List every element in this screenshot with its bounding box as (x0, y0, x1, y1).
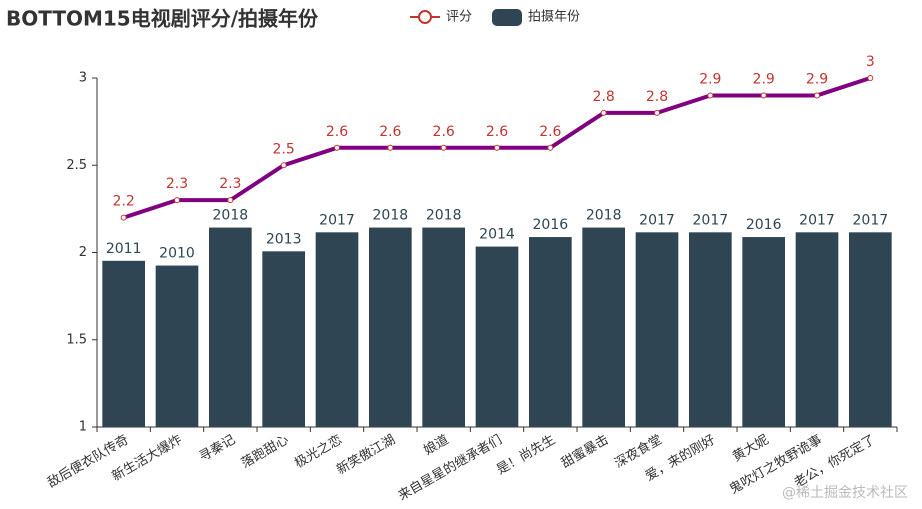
chart-title: BOTTOM15电视剧评分/拍摄年份 (6, 7, 319, 31)
bar (262, 251, 305, 427)
bar (582, 227, 625, 427)
bar (742, 237, 785, 427)
x-tick-label: 娘道 (421, 433, 451, 459)
rating-point (227, 197, 234, 204)
x-tick-label: 黄大妮 (730, 433, 771, 465)
rating-point (654, 109, 660, 116)
bar-value-label: 2017 (639, 212, 675, 228)
x-tick-label: 来自星星的继承者们 (395, 432, 504, 504)
bar (315, 232, 359, 427)
rating-value-label: 2.3 (219, 176, 241, 192)
rating-value-label: 2.9 (699, 71, 721, 87)
bar (102, 260, 145, 427)
rating-value-label: 2.6 (486, 124, 508, 140)
bar-value-label: 2017 (693, 212, 729, 228)
rating-point (334, 144, 340, 151)
bar (209, 227, 252, 427)
rating-value-label: 2.9 (806, 71, 828, 87)
bar-value-label: 2016 (746, 217, 782, 233)
rating-value-label: 2.5 (273, 141, 295, 157)
bar (849, 232, 892, 427)
bar-value-label: 2017 (853, 212, 889, 228)
rating-value-label: 2.2 (113, 194, 135, 210)
y-tick-label: 2 (79, 245, 87, 260)
x-tick-label: 甜蜜暴击 (558, 432, 611, 472)
rating-value-label: 2.6 (379, 124, 401, 140)
rating-value-label: 2.6 (433, 124, 455, 140)
bar (475, 246, 519, 427)
rating-point (760, 92, 767, 99)
bar-value-label: 2013 (266, 231, 302, 247)
y-tick-label: 2.5 (66, 158, 87, 173)
y-tick-label: 3 (79, 71, 87, 86)
bar (529, 237, 572, 427)
rating-point (867, 75, 874, 81)
bar-value-label: 2011 (106, 241, 142, 257)
bar (422, 227, 465, 427)
rating-point (440, 144, 447, 151)
rating-point (547, 144, 554, 151)
rating-value-label: 2.9 (753, 71, 775, 87)
legend-label: 拍摄年份 (528, 10, 580, 25)
legend-item[interactable]: 拍摄年份 (492, 9, 580, 26)
x-tick-label: 是！尚先生 (494, 433, 558, 478)
bar-value-label: 2017 (799, 212, 835, 228)
rating-point (174, 197, 180, 204)
bar (795, 232, 839, 427)
rating-value-label: 2.6 (326, 124, 348, 140)
x-tick-label: 新笑傲江湖 (334, 432, 398, 478)
bar-value-label: 2017 (319, 212, 355, 228)
bar-value-label: 2016 (533, 217, 569, 233)
bar (369, 227, 412, 427)
rating-point (387, 144, 394, 151)
rating-point (494, 144, 500, 151)
bar-value-label: 2018 (213, 208, 249, 224)
legend-marker (418, 10, 432, 24)
rating-point (707, 92, 714, 99)
bar-value-label: 2014 (479, 227, 515, 243)
rating-value-label: 2.8 (646, 89, 668, 105)
bar-value-label: 2018 (373, 208, 409, 224)
legend-item[interactable]: 评分 (410, 10, 472, 25)
bar-value-label: 2018 (586, 208, 622, 224)
x-tick-label: 寻秦记 (197, 433, 238, 465)
bar-value-label: 2018 (426, 208, 462, 224)
bar (689, 232, 732, 427)
legend-label: 评分 (446, 10, 472, 25)
bar (155, 265, 199, 427)
watermark: @稀土掘金技术社区 (782, 485, 908, 501)
legend-swatch (492, 9, 522, 26)
rating-value-label: 2.8 (593, 89, 615, 105)
x-tick-label: 落跑甜心 (238, 432, 291, 472)
y-tick-label: 1.5 (66, 332, 87, 347)
rating-value-label: 2.6 (539, 124, 561, 140)
rating-point (814, 92, 820, 99)
rating-point (280, 162, 287, 169)
rating-value-label: 2.3 (166, 176, 188, 192)
rating-value-label: 3 (866, 54, 875, 70)
rating-point (600, 109, 607, 116)
rating-point (120, 214, 127, 221)
y-tick-label: 1 (79, 420, 87, 435)
bar (635, 232, 679, 427)
bar-value-label: 2010 (159, 246, 195, 262)
